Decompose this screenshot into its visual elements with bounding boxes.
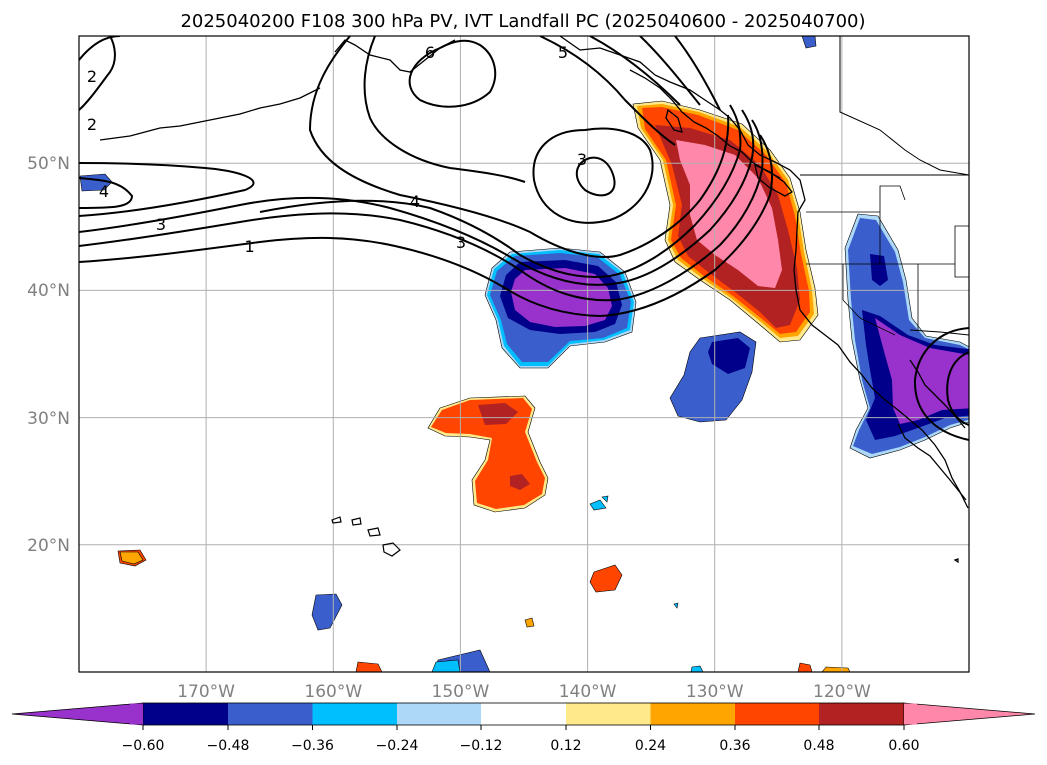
colorbar-swatch-4 xyxy=(481,703,566,725)
contour-6 xyxy=(408,39,497,108)
contour-label: 5 xyxy=(558,43,568,62)
contour-label: 4 xyxy=(99,182,109,201)
colorbar-swatch-low-fill xyxy=(130,703,143,725)
contour-label: 3 xyxy=(456,233,466,252)
haida-gwaii xyxy=(665,108,683,133)
political-borders xyxy=(800,36,969,336)
colorbar-label: 0.60 xyxy=(888,738,919,754)
lat-label-20n: 20°N xyxy=(27,536,70,556)
lon-label-150w: 150°W xyxy=(432,682,490,702)
positive-anomaly-coast xyxy=(632,100,819,343)
contour-coast-d xyxy=(674,36,721,111)
colorbar-label: −0.60 xyxy=(122,738,165,754)
colorbar-swatch-8 xyxy=(819,703,904,725)
longitude-labels: 170°W 160°W 150°W 140°W 130°W 120°W xyxy=(177,682,871,702)
contour-3 xyxy=(79,109,755,286)
colorbar-swatch-2 xyxy=(312,703,397,725)
colorbar-label: 0.36 xyxy=(719,738,750,754)
colorbar-swatch-0 xyxy=(143,703,228,725)
contour-4b xyxy=(259,104,742,278)
baja-coast xyxy=(897,423,967,501)
contour-baja-arc xyxy=(913,327,969,441)
lat-label-50n: 50°N xyxy=(27,154,70,174)
islands xyxy=(331,516,959,564)
us-state-lines xyxy=(806,185,969,336)
contour-label: 1 xyxy=(245,237,255,256)
contour-baja-arc-2 xyxy=(946,351,969,426)
contour-label: 2 xyxy=(87,67,97,86)
colorbar-label: 0.48 xyxy=(803,738,834,754)
colorbar: −0.60 −0.48 −0.36 −0.24 −0.12 0.12 0.24 … xyxy=(11,702,1036,754)
colorbar-labels: −0.60 −0.48 −0.36 −0.24 −0.12 0.12 0.24 … xyxy=(122,738,920,754)
colorbar-label: −0.12 xyxy=(460,738,503,754)
guadalupe-island xyxy=(953,558,959,564)
colorbar-label: −0.24 xyxy=(376,738,419,754)
gridlines xyxy=(79,36,969,672)
colorbar-label: 0.12 xyxy=(550,738,581,754)
colorbar-extend-low xyxy=(11,702,144,726)
contour-label: 4 xyxy=(410,192,420,211)
colorbar-extend-high xyxy=(903,702,1036,726)
colorbar-label: −0.48 xyxy=(207,738,250,754)
hawaii-oahu xyxy=(351,517,362,526)
lon-label-160w: 160°W xyxy=(304,682,362,702)
contour-closed-3 xyxy=(532,127,654,224)
negative-anomaly-baja xyxy=(844,213,969,459)
map-panel: 1 3 3 4 4 3 2 2 5 6 xyxy=(79,36,969,672)
colorbar-label: −0.36 xyxy=(291,738,334,754)
lon-label-120w: 120°W xyxy=(813,682,871,702)
positive-anomaly-subtropics xyxy=(427,395,549,513)
lon-label-130w: 130°W xyxy=(686,682,744,702)
alaska-canada-border xyxy=(839,36,969,176)
us-mexico-border xyxy=(909,329,969,336)
contour-coast-b xyxy=(589,36,681,106)
alaska-coast xyxy=(334,39,456,73)
colorbar-swatch-3 xyxy=(397,703,481,725)
colorbar-swatch-7 xyxy=(735,703,819,725)
contour-labels: 1 3 3 4 4 3 2 2 5 6 xyxy=(87,43,587,256)
hawaii-big-island xyxy=(382,542,401,557)
contour-1 xyxy=(79,134,773,318)
contour-2-upper xyxy=(79,36,116,111)
contour-3b xyxy=(79,162,255,217)
hawaii-kauai xyxy=(331,516,342,524)
shaded-field xyxy=(79,36,969,672)
lon-label-140w: 140°W xyxy=(559,682,617,702)
contour-coast-a xyxy=(539,36,676,146)
lon-label-170w: 170°W xyxy=(177,682,235,702)
colorbar-ticks xyxy=(142,725,905,730)
colorbar-swatch-high-fill xyxy=(904,703,917,725)
small-patches xyxy=(79,36,851,672)
colorbar-swatch-5 xyxy=(566,703,651,725)
map-title: 2025040200 F108 300 hPa PV, IVT Landfall… xyxy=(180,11,865,32)
contour-2 xyxy=(79,119,764,302)
hawaii-maui xyxy=(367,527,381,537)
latitude-labels: 50°N 40°N 30°N 20°N xyxy=(27,154,70,556)
contour-label: 2 xyxy=(87,115,97,134)
british-columbia-coast xyxy=(629,69,781,179)
lat-label-40n: 40°N xyxy=(27,281,70,301)
contour-4 xyxy=(79,177,134,209)
contour-coast-c xyxy=(639,36,701,106)
contour-label: 6 xyxy=(425,43,435,62)
pv-contours xyxy=(79,36,969,441)
contour-inner-3 xyxy=(575,156,616,197)
colorbar-swatch-6 xyxy=(650,703,735,725)
contour-5 xyxy=(363,36,526,183)
contour-label: 3 xyxy=(577,150,587,169)
contour-label: 3 xyxy=(156,215,166,234)
map-frame xyxy=(78,35,970,673)
lat-label-30n: 30°N xyxy=(27,409,70,429)
colorbar-label: 0.24 xyxy=(635,738,666,754)
aleutian-islands xyxy=(99,87,321,141)
colorbar-swatch-1 xyxy=(228,703,313,725)
north-america-coast xyxy=(559,36,969,509)
negative-anomaly-south xyxy=(669,331,757,423)
